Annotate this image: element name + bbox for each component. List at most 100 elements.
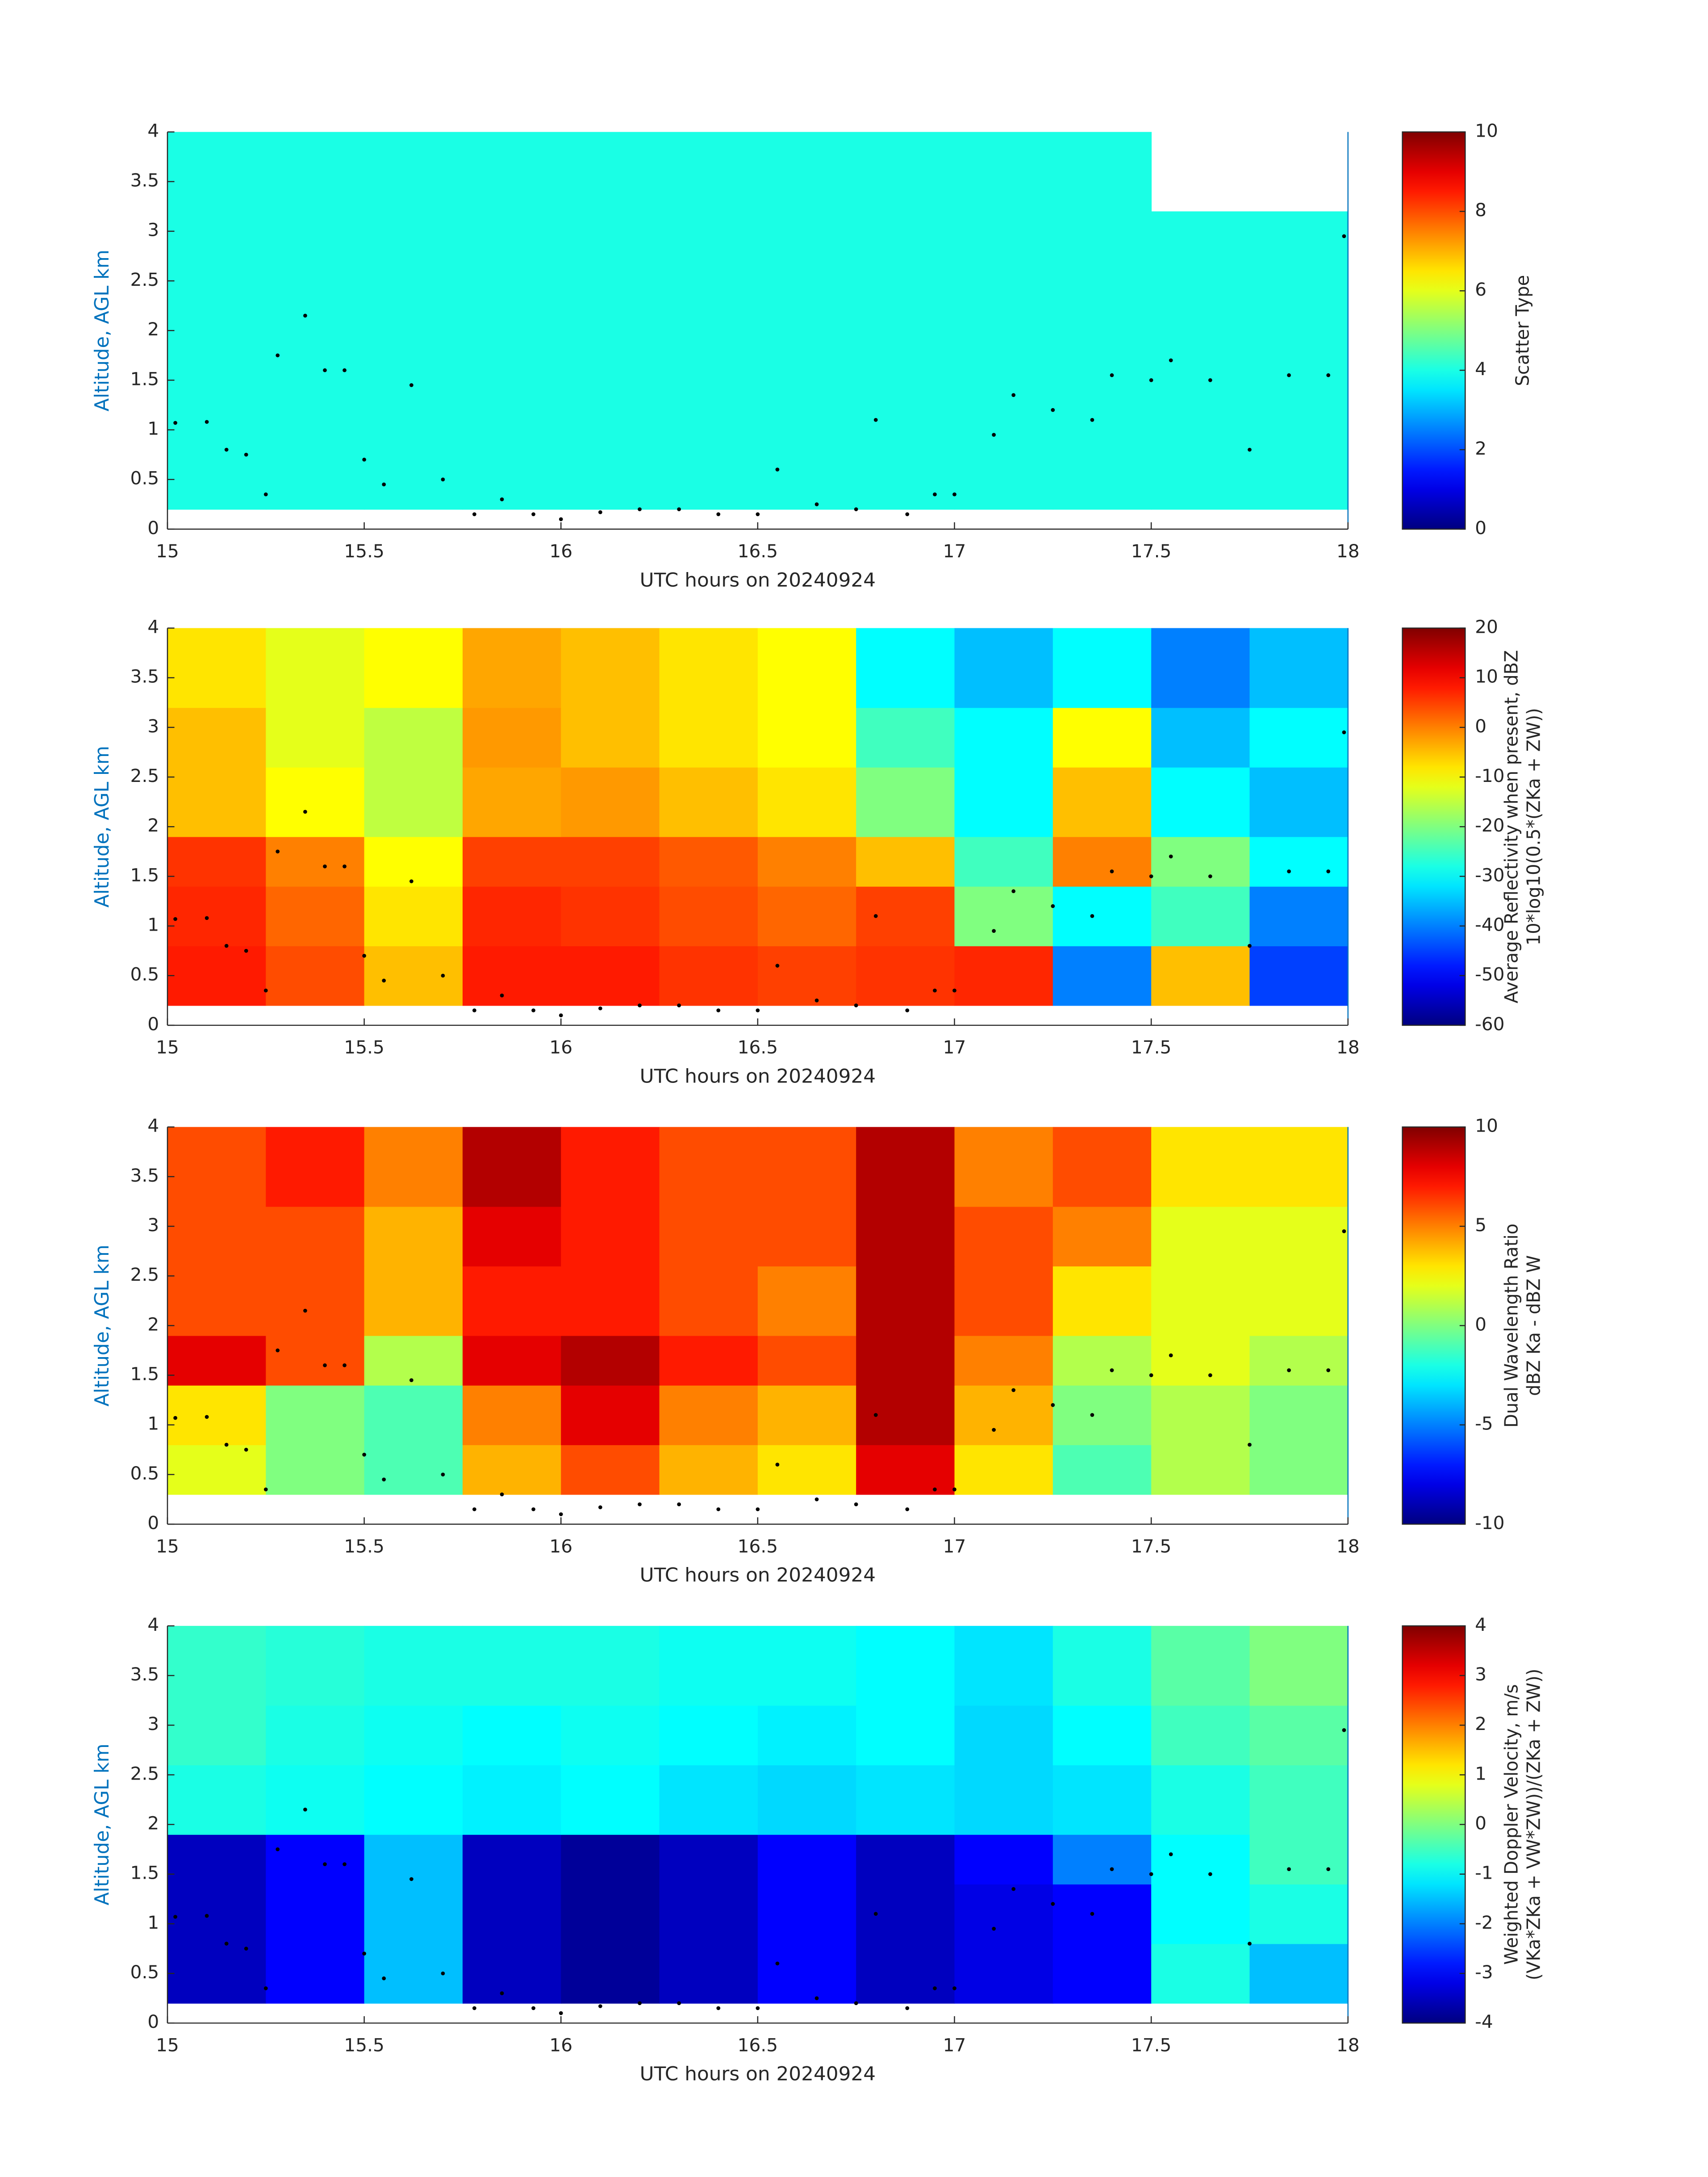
heat-cell [167,1834,267,1885]
heat-cell [856,767,955,837]
heat-cell [167,1335,267,1386]
heat-cell [856,1445,955,1495]
heat-cell [1052,1834,1152,1885]
heat-cell [364,271,463,341]
x-tick-label: 15 [156,2035,179,2056]
heat-cell [1249,1266,1349,1336]
heat-cell [462,340,562,391]
y-tick-label: 3.5 [130,170,159,191]
heat-cell [364,836,463,887]
point [472,1008,476,1012]
heat-cell [1151,1625,1250,1706]
heat-cell [1151,390,1250,450]
heat-cell [167,1943,267,2004]
heat-cell [167,1765,267,1835]
heat-cell [364,1266,463,1336]
point [1011,889,1016,894]
heat-cell [462,1705,562,1766]
heat-cell [856,271,955,341]
heat-cell [266,886,365,946]
heat-cell [659,211,758,272]
heat-cell [1151,767,1250,837]
heat-cell [1249,450,1349,510]
point [409,1877,413,1881]
y-tick-label: 4 [147,1614,159,1635]
point [323,368,327,372]
heat-cell [266,1765,365,1835]
point [224,447,229,452]
colorbar-label: 10*log10(0.5*(ZKa + ZW)) [1523,708,1544,945]
x-tick-label: 16 [549,1037,572,1058]
heat-cell [856,946,955,1006]
point [531,1008,535,1012]
heat-cell [561,1765,660,1835]
heat-cell [954,1266,1053,1336]
point [598,510,602,514]
heat-cell [1249,767,1349,837]
y-tick-label: 1.5 [130,1364,159,1385]
point [598,2004,602,2008]
x-tick-label: 18 [1336,541,1360,562]
heat-cell [659,450,758,510]
heat-cell [1052,1625,1152,1706]
colorbar-label: Scatter Type [1512,275,1533,386]
point [598,1006,602,1011]
heat-cell [954,211,1053,272]
point [1169,358,1173,363]
heat-cell [757,1266,857,1336]
point [873,1912,878,1916]
point [1011,1388,1016,1392]
heat-cell [462,1625,562,1706]
y-tick-label: 4 [147,617,159,638]
x-tick-label: 17.5 [1131,541,1171,562]
point [638,507,642,511]
point [1326,373,1331,377]
point [500,497,504,501]
heat-cell [1052,1266,1152,1336]
x-tick-label: 15.5 [344,541,384,562]
heat-cell [167,1127,267,1207]
heat-cell [561,1625,660,1706]
heat-cell [462,1206,562,1266]
point [323,1862,327,1866]
point [323,864,327,869]
heat-cell [167,211,267,272]
colorbar-tick-label: 0 [1475,1813,1487,1834]
point [303,810,307,814]
point [1090,914,1094,918]
heat-cell [561,836,660,887]
y-tick-label: 0.5 [130,964,159,985]
y-tick-label: 3 [147,1215,159,1236]
heat-cell [1249,1385,1349,1446]
x-tick-label: 18 [1336,1037,1360,1058]
y-tick-label: 3 [147,220,159,241]
heat-cell [561,1705,660,1766]
heat-cell [1151,211,1250,272]
x-tick-label: 15.5 [344,1536,384,1557]
heat-cell [954,1385,1053,1446]
heat-cell [1151,1266,1250,1336]
heat-cell [167,450,267,510]
heat-cell [1151,1206,1250,1266]
heat-cell [856,1765,955,1835]
heat-cell [167,1625,267,1706]
point [677,1502,681,1506]
heat-cell [954,707,1053,768]
heat-cell [167,767,267,837]
point [1011,1887,1016,1891]
heat-cell [1151,1943,1250,2004]
x-tick-label: 15.5 [344,1037,384,1058]
heat-cell [1052,628,1152,708]
heat-cell [1052,767,1152,837]
heat-cell [462,1385,562,1446]
colorbar-label: dBZ Ka - dBZ W [1523,1255,1544,1396]
heat-cell [757,1834,857,1885]
point [409,879,413,883]
heat-cell [1052,1765,1152,1835]
point [500,1492,504,1496]
heat-cell [1249,1834,1349,1885]
y-tick-label: 2 [147,319,159,340]
heat-cell [856,390,955,450]
heat-cell [266,340,365,391]
